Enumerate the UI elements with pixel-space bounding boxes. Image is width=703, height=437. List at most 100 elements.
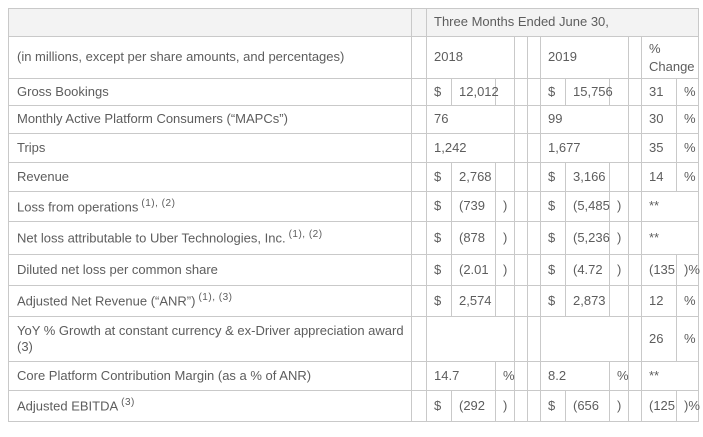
spacer-cell: [411, 133, 427, 163]
close-paren-2019: ): [609, 221, 629, 255]
value-2018: 76: [426, 105, 515, 134]
pct-change-value: (125: [641, 390, 677, 422]
value-2018: 2,574: [451, 285, 496, 317]
spacer-cell: [628, 361, 642, 391]
spacer-cell: [411, 390, 427, 422]
row-label: Adjusted Net Revenue (“ANR”) (1), (3): [8, 285, 412, 317]
spacer-cell: [411, 36, 427, 79]
close-paren-2019: [609, 285, 629, 317]
value-2018: 2,768: [451, 162, 496, 192]
value-2019: (5,485: [565, 191, 610, 222]
row-adjusted-ebitda: Adjusted EBITDA (3) $ (292 ) $ (656 ) (12…: [8, 390, 700, 422]
pct-change-unit: %: [675, 162, 700, 192]
row-yoy-growth-constant-currency: YoY % Growth at constant currency & ex-D…: [8, 316, 700, 362]
dollar-sign-2019: $: [540, 390, 566, 422]
footnote-marker: (1), (2): [141, 197, 176, 209]
spacer-cell: [628, 191, 642, 222]
spacer-cell: [514, 390, 528, 422]
dollar-sign-2018: $: [426, 78, 452, 106]
pct-change-unit: )%: [675, 254, 700, 286]
spacer-cell: [514, 36, 528, 79]
value-2019: (656: [565, 390, 610, 422]
spacer-cell: [514, 105, 528, 134]
footnote-marker: (1), (2): [288, 229, 323, 241]
value-2019: 8.2: [540, 361, 610, 391]
spacer-cell: [514, 361, 528, 391]
spacer-cell: [527, 191, 541, 222]
spacer-cell: [411, 162, 427, 192]
row-label: YoY % Growth at constant currency & ex-D…: [8, 316, 412, 362]
spacer-cell: [628, 285, 642, 317]
row-mapcs: Monthly Active Platform Consumers (“MAPC…: [8, 105, 700, 134]
value-2018: [426, 316, 515, 362]
row-adjusted-net-revenue: Adjusted Net Revenue (“ANR”) (1), (3) $ 2…: [8, 285, 700, 317]
spacer-cell: [514, 162, 528, 192]
spacer-cell: [527, 162, 541, 192]
spacer-cell: [411, 8, 427, 37]
value-2019: 3,166: [565, 162, 610, 192]
close-paren-2018: ): [495, 390, 515, 422]
value-2018: (292: [451, 390, 496, 422]
row-net-loss: Net loss attributable to Uber Technologi…: [8, 221, 700, 255]
close-paren-2019: ): [609, 254, 629, 286]
spacer-cell: [527, 78, 541, 106]
spacer-cell: [514, 254, 528, 286]
spacer-cell: [527, 316, 541, 362]
spacer-cell: [527, 36, 541, 79]
dollar-sign-2018: $: [426, 254, 452, 286]
pct-change-value: 26: [641, 316, 677, 362]
spacer-cell: [514, 133, 528, 163]
spacer-cell: [628, 221, 642, 255]
value-2019: [540, 316, 629, 362]
spacer-cell: [411, 361, 427, 391]
dollar-sign-2019: $: [540, 254, 566, 286]
value-2018: 12,012: [451, 78, 499, 106]
spacer-cell: [411, 254, 427, 286]
value-2018: (2.01: [451, 254, 496, 286]
row-label: Trips: [8, 133, 412, 163]
dollar-sign-2019: $: [540, 285, 566, 317]
spacer-cell: [527, 285, 541, 317]
close-paren-2018: ): [495, 221, 515, 255]
footnote-marker: (1), (3): [198, 292, 233, 304]
value-2019: 1,677: [540, 133, 629, 163]
close-paren-2019: ): [609, 390, 629, 422]
row-label: Core Platform Contribution Margin (as a …: [8, 361, 412, 391]
unit-2018: %: [495, 361, 515, 391]
spacer-cell: [411, 105, 427, 134]
spacer-cell: [411, 316, 427, 362]
close-paren-2019: [609, 162, 629, 192]
row-label: Loss from operations (1), (2): [8, 191, 412, 222]
dollar-sign-2018: $: [426, 285, 452, 317]
spacer-cell: [411, 191, 427, 222]
pct-change-value: 12: [641, 285, 677, 317]
dollar-sign-2019: $: [540, 78, 566, 106]
row-core-platform-contribution-margin: Core Platform Contribution Margin (as a …: [8, 361, 700, 391]
pct-change-value: (135: [641, 254, 677, 286]
pct-change-unit: %: [675, 78, 700, 106]
row-diluted-net-loss-per-share: Diluted net loss per common share $ (2.0…: [8, 254, 700, 286]
dollar-sign-2019: $: [540, 162, 566, 192]
spacer-cell: [628, 162, 642, 192]
spacer-cell: [514, 316, 528, 362]
pct-change-value: 14: [641, 162, 677, 192]
value-2018: (739: [451, 191, 496, 222]
column-header-row: (in millions, except per share amounts, …: [8, 36, 700, 79]
pct-change-value: 35: [641, 133, 677, 163]
spacer-cell: [527, 133, 541, 163]
table-caption-cell: (in millions, except per share amounts, …: [8, 36, 412, 79]
unit-2019: %: [609, 361, 629, 391]
spacer-cell: [527, 221, 541, 255]
spacer-cell: [527, 390, 541, 422]
spacer-cell: [527, 361, 541, 391]
spacer-cell: [628, 316, 642, 362]
pct-change-unit: %: [675, 105, 700, 134]
close-paren-2018: ): [495, 254, 515, 286]
row-label: Revenue: [8, 162, 412, 192]
dollar-sign-2019: $: [540, 191, 566, 222]
spacer-cell: [527, 105, 541, 134]
dollar-sign-2019: $: [540, 221, 566, 255]
value-2019: 99: [540, 105, 629, 134]
pct-change-value: **: [640, 191, 700, 222]
value-2018: 1,242: [426, 133, 515, 163]
